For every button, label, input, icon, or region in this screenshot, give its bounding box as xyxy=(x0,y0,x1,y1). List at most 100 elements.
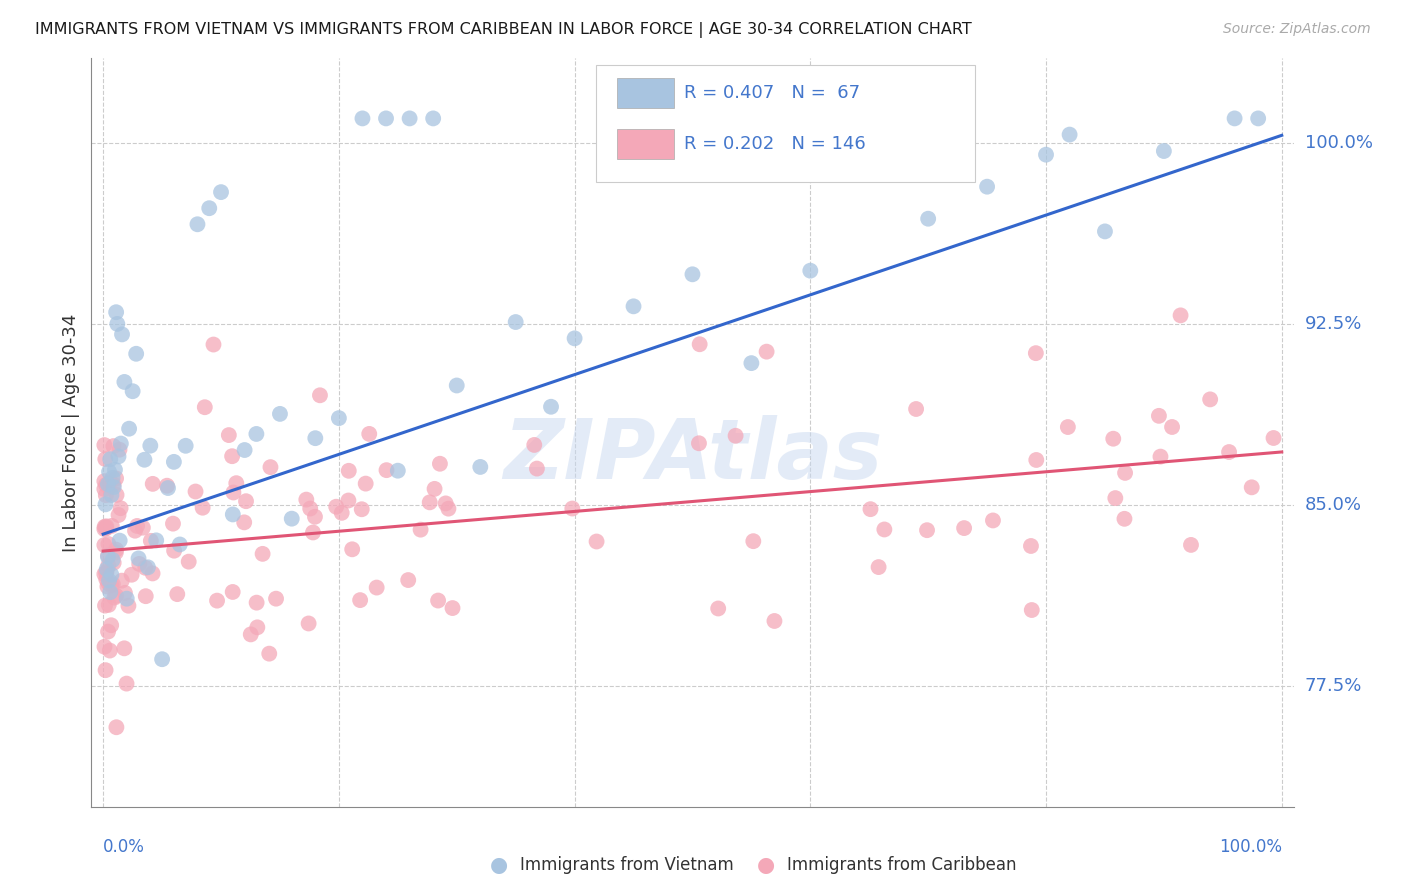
Point xyxy=(100,578,122,592)
Point xyxy=(1019,539,1042,553)
Point xyxy=(1057,420,1080,434)
Point xyxy=(194,401,217,415)
Point xyxy=(139,439,162,453)
Point xyxy=(1025,453,1047,467)
Point xyxy=(97,549,120,564)
Point xyxy=(202,337,225,351)
Point xyxy=(98,643,121,657)
Point xyxy=(221,449,243,463)
Point xyxy=(437,501,460,516)
Point xyxy=(309,388,332,402)
Point xyxy=(100,488,122,502)
Point xyxy=(245,426,267,441)
Point xyxy=(103,480,125,494)
Point xyxy=(104,545,127,559)
Point xyxy=(1021,603,1043,617)
Point xyxy=(94,488,117,502)
Point xyxy=(98,574,121,588)
Point xyxy=(101,577,124,591)
Point xyxy=(101,471,124,485)
Point xyxy=(110,436,132,450)
Point xyxy=(108,533,131,548)
Point xyxy=(96,572,118,586)
Point xyxy=(427,593,450,607)
Point xyxy=(97,477,120,491)
Point xyxy=(859,502,882,516)
Point xyxy=(169,537,191,551)
Point xyxy=(953,521,976,535)
Point xyxy=(981,513,1004,527)
Point xyxy=(150,652,173,666)
Point xyxy=(163,543,186,558)
Point xyxy=(1149,450,1171,464)
Point xyxy=(112,641,135,656)
Point xyxy=(304,509,326,524)
Point xyxy=(103,439,125,453)
Text: ●: ● xyxy=(491,855,508,875)
Point xyxy=(1199,392,1222,407)
Point xyxy=(446,378,468,392)
Point xyxy=(375,112,398,126)
Point xyxy=(905,402,928,417)
Point xyxy=(222,508,245,522)
Point xyxy=(868,560,890,574)
FancyBboxPatch shape xyxy=(596,65,974,182)
Point xyxy=(115,591,138,606)
Point xyxy=(103,591,125,605)
Point xyxy=(409,523,432,537)
Point xyxy=(94,520,117,534)
Point xyxy=(142,566,165,581)
Point xyxy=(688,436,710,450)
Point xyxy=(1102,432,1125,446)
Point xyxy=(225,476,247,491)
Text: 100.0%: 100.0% xyxy=(1305,134,1372,152)
Point xyxy=(98,465,121,479)
Point xyxy=(98,475,121,490)
Point xyxy=(1170,309,1192,323)
FancyBboxPatch shape xyxy=(617,129,675,159)
Text: R = 0.202   N = 146: R = 0.202 N = 146 xyxy=(685,136,866,153)
Point xyxy=(127,519,149,533)
Point xyxy=(128,551,150,566)
Point xyxy=(221,585,243,599)
Point xyxy=(429,457,451,471)
Point xyxy=(108,442,131,457)
Point xyxy=(328,411,350,425)
Point xyxy=(707,601,730,615)
Point xyxy=(1247,112,1270,126)
Point xyxy=(873,523,896,537)
Point xyxy=(297,616,319,631)
Text: Source: ZipAtlas.com: Source: ZipAtlas.com xyxy=(1223,22,1371,37)
Point xyxy=(755,344,778,359)
Point xyxy=(111,574,134,588)
Text: 0.0%: 0.0% xyxy=(103,838,145,855)
Point xyxy=(105,305,128,319)
Point xyxy=(162,516,184,531)
Point xyxy=(233,516,256,530)
Point xyxy=(96,519,118,533)
Point xyxy=(330,506,353,520)
Point xyxy=(340,542,363,557)
Text: Immigrants from Caribbean: Immigrants from Caribbean xyxy=(787,856,1017,874)
Point xyxy=(93,538,115,552)
Point xyxy=(422,112,444,126)
Point xyxy=(233,443,256,458)
Point xyxy=(423,482,446,496)
Point xyxy=(125,347,148,361)
Point xyxy=(302,525,325,540)
Point xyxy=(142,476,165,491)
Point xyxy=(350,502,373,516)
Point xyxy=(623,299,645,313)
Point xyxy=(156,481,179,495)
Point xyxy=(101,519,124,533)
Point xyxy=(1180,538,1202,552)
Point xyxy=(366,581,388,595)
Point xyxy=(257,647,280,661)
Point xyxy=(191,500,214,515)
Point xyxy=(1104,491,1126,505)
Point xyxy=(139,533,162,548)
Text: IMMIGRANTS FROM VIETNAM VS IMMIGRANTS FROM CARIBBEAN IN LABOR FORCE | AGE 30-34 : IMMIGRANTS FROM VIETNAM VS IMMIGRANTS FR… xyxy=(35,22,972,38)
Point xyxy=(110,501,132,516)
Point xyxy=(1147,409,1170,423)
Point xyxy=(94,477,117,491)
